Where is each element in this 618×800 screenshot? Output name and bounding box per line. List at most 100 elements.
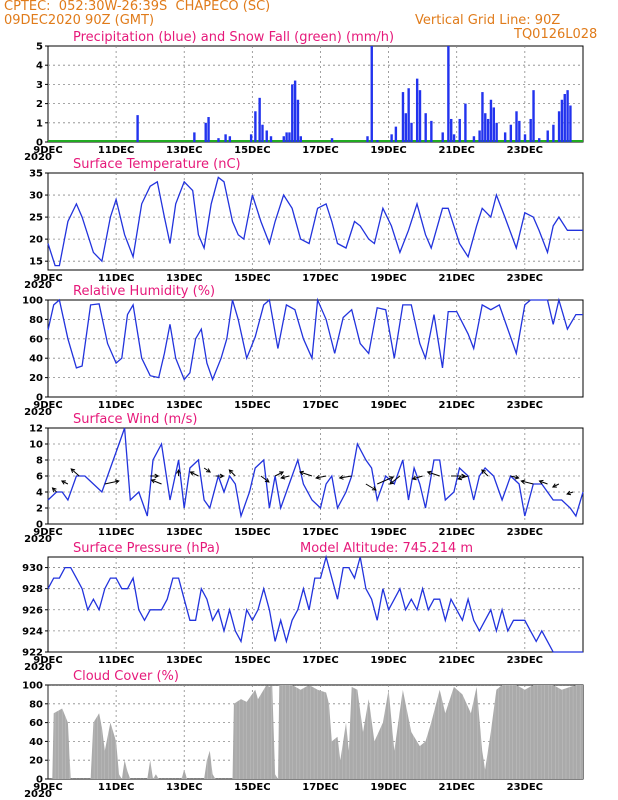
y-tick-label: 8 — [36, 456, 43, 467]
x-tick-label: 17DEC — [302, 273, 338, 284]
precip-bar — [390, 134, 393, 142]
precip-bar — [489, 99, 493, 142]
y-tick-label: 12 — [29, 424, 43, 435]
series-line — [47, 554, 583, 653]
x-tick-label: 19DEC — [370, 400, 406, 411]
wind-arrow-head — [189, 471, 195, 476]
x-tick-label: 11DEC — [98, 782, 134, 793]
x-tick-label: 17DEC — [302, 655, 338, 666]
precip-bar — [509, 124, 513, 142]
precip-bar — [204, 122, 207, 142]
station-header: CPTEC: 052:30W-26:39S CHAPECO (SC) — [4, 0, 271, 14]
precip-bar — [376, 140, 379, 142]
y-tick-label: 25 — [29, 213, 43, 224]
wind-arrow — [203, 467, 211, 473]
precip-bar — [481, 92, 484, 142]
x-tick-label: 9DEC — [33, 655, 62, 666]
precip-bar — [410, 122, 413, 142]
precip-bar — [418, 90, 422, 142]
x-tick-label: 15DEC — [234, 782, 270, 793]
x-tick-label: 9DEC — [33, 782, 62, 793]
precip-bar — [515, 111, 518, 142]
cloud-area — [48, 685, 583, 779]
wind-arrow — [412, 475, 423, 480]
x-tick-label: 17DEC — [302, 527, 338, 538]
precip-bar — [458, 118, 461, 142]
wind-arrow-head — [514, 474, 520, 480]
y-tick-label: 20 — [29, 373, 43, 384]
wind-arrow-head — [566, 490, 572, 496]
precip-bar — [207, 117, 210, 142]
precip-bar — [291, 84, 294, 142]
precip-bar — [484, 113, 487, 142]
wind-arrow — [61, 480, 69, 485]
x-tick-label: 19DEC — [370, 782, 406, 793]
panel-title: Surface Wind (m/s) — [73, 412, 197, 427]
x-tick-label: 11DEC — [98, 145, 134, 156]
precip-bar — [415, 78, 419, 142]
wind-arrow — [457, 475, 469, 480]
x-tick-label: 21DEC — [439, 145, 475, 156]
wind-arrow — [274, 471, 284, 477]
wind-arrow — [389, 475, 401, 485]
y-tick-label: 3 — [36, 80, 43, 91]
wind-arrow-head — [411, 475, 417, 481]
wind-arrow — [427, 471, 440, 477]
precip-bar — [404, 113, 408, 142]
panel-title: Surface Pressure (hPa) — [73, 541, 220, 556]
precip-bar — [330, 138, 334, 142]
x-tick-label: 13DEC — [166, 400, 202, 411]
wind-arrow-head — [279, 471, 285, 476]
x-tick-label: 13DEC — [166, 527, 202, 538]
y-tick-label: 15 — [29, 257, 43, 268]
y-tick-label: 4 — [36, 61, 43, 72]
precip-bar — [296, 99, 300, 142]
year-label: 2020 — [24, 662, 52, 673]
wind-arrow-head — [154, 473, 160, 479]
precip-bar — [538, 138, 541, 142]
x-tick-label: 19DEC — [370, 527, 406, 538]
precip-bar — [450, 118, 453, 142]
series-line — [47, 427, 584, 519]
y-tick-label: 6 — [36, 472, 43, 483]
y-tick-label: 0 — [36, 393, 43, 404]
x-tick-label: 19DEC — [370, 655, 406, 666]
wind-arrow-head — [60, 480, 66, 485]
x-tick-label: 15DEC — [234, 273, 270, 284]
x-tick-label: 21DEC — [439, 655, 475, 666]
x-tick-label: 21DEC — [439, 782, 475, 793]
precip-bar — [430, 120, 433, 142]
precip-bar — [566, 90, 569, 142]
x-tick-label: 11DEC — [98, 527, 134, 538]
y-tick-label: 0 — [36, 520, 43, 531]
y-tick-label: 80 — [29, 699, 43, 710]
wind-arrow-head — [280, 474, 286, 480]
x-tick-label: 23DEC — [507, 273, 543, 284]
y-tick-label: 20 — [29, 756, 43, 767]
precip-bar — [394, 126, 398, 142]
wind-arrow — [299, 471, 313, 477]
precip-bar — [224, 134, 227, 142]
year-label: 2020 — [24, 789, 52, 800]
panel-frame-4 — [47, 556, 584, 653]
wind-arrow-head — [264, 478, 270, 483]
precip-bar — [401, 92, 405, 142]
panel-title: Relative Humidity (%) — [73, 284, 215, 299]
precip-bar — [546, 130, 549, 142]
y-tick-label: 926 — [22, 605, 43, 616]
wind-arrow-head — [538, 479, 544, 485]
precip-bar — [560, 99, 564, 142]
x-tick-label: 17DEC — [302, 400, 338, 411]
precip-bar — [478, 130, 481, 142]
precip-bar — [472, 136, 476, 142]
y-tick-label: 10 — [29, 440, 43, 451]
x-tick-label: 23DEC — [507, 145, 543, 156]
series-line — [47, 176, 583, 267]
y-tick-label: 40 — [29, 354, 43, 365]
y-tick-label: 0 — [36, 775, 43, 786]
precip-bar — [370, 46, 373, 142]
wind-arrow — [228, 469, 236, 477]
wind-arrow — [316, 475, 327, 479]
y-tick-label: 922 — [22, 648, 43, 659]
